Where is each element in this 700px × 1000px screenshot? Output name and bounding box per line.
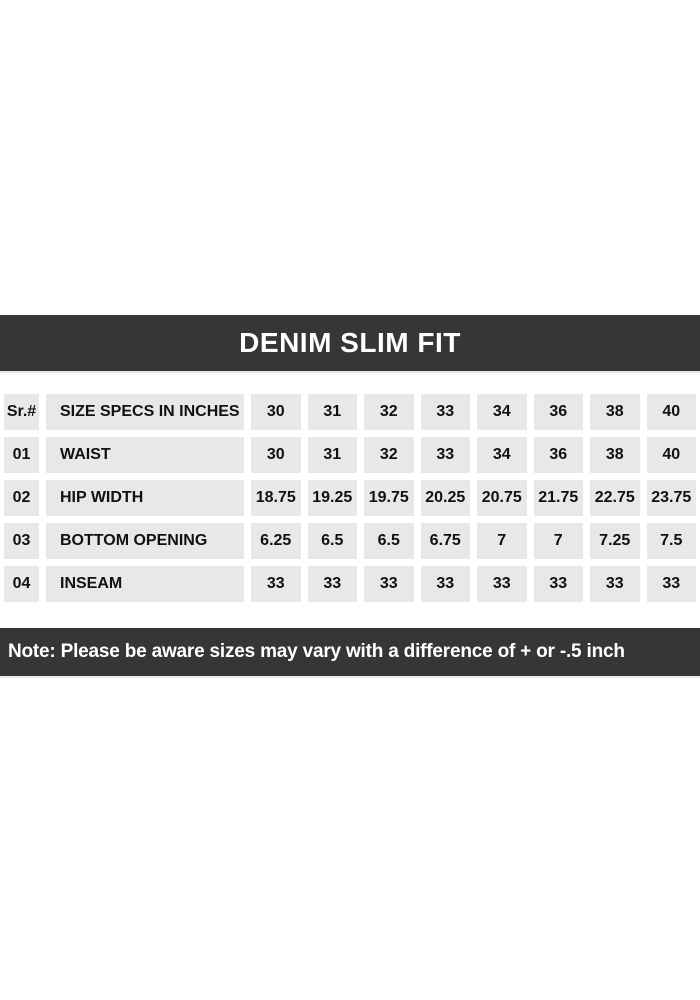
- row-value-cell: 33: [533, 566, 583, 602]
- row-value-cell: 20.25: [420, 480, 470, 516]
- row-value-cell: 33: [420, 437, 470, 473]
- row-value-cell: 19.25: [307, 480, 357, 516]
- row-value-cell: 20.75: [477, 480, 527, 516]
- row-value-cell: 21.75: [533, 480, 583, 516]
- top-whitespace: [0, 0, 700, 315]
- row-value-cell: 7: [477, 523, 527, 559]
- row-value-cell: 33: [251, 566, 301, 602]
- row-value-cell: 18.75: [251, 480, 301, 516]
- row-value-cell: 33: [364, 566, 414, 602]
- row-sr-cell: 03: [4, 523, 39, 559]
- row-value-cell: 33: [307, 566, 357, 602]
- header-size-cell: 40: [646, 394, 696, 430]
- row-value-cell: 40: [646, 437, 696, 473]
- row-value-cell: 34: [477, 437, 527, 473]
- row-value-cell: 7: [533, 523, 583, 559]
- header-label-cell: SIZE SPECS IN INCHES: [46, 394, 244, 430]
- row-value-cell: 33: [590, 566, 640, 602]
- row-label-cell: INSEAM: [46, 566, 244, 602]
- row-value-cell: 6.5: [364, 523, 414, 559]
- page-title: DENIM SLIM FIT: [239, 327, 461, 358]
- row-value-cell: 36: [533, 437, 583, 473]
- row-value-cell: 30: [251, 437, 301, 473]
- row-value-cell: 33: [477, 566, 527, 602]
- header-size-cell: 31: [307, 394, 357, 430]
- row-value-cell: 31: [307, 437, 357, 473]
- header-size-cell: 30: [251, 394, 301, 430]
- header-size-cell: 32: [364, 394, 414, 430]
- row-label-cell: WAIST: [46, 437, 244, 473]
- row-value-cell: 7.25: [590, 523, 640, 559]
- note-bar: Note: Please be aware sizes may vary wit…: [0, 628, 700, 678]
- row-value-cell: 6.75: [420, 523, 470, 559]
- row-sr-cell: 04: [4, 566, 39, 602]
- row-value-cell: 23.75: [646, 480, 696, 516]
- header-size-cell: 33: [420, 394, 470, 430]
- note-text: Note: Please be aware sizes may vary wit…: [8, 641, 625, 662]
- row-value-cell: 7.5: [646, 523, 696, 559]
- row-value-cell: 33: [420, 566, 470, 602]
- row-label-cell: BOTTOM OPENING: [46, 523, 244, 559]
- row-value-cell: 38: [590, 437, 640, 473]
- chart-title-bar: DENIM SLIM FIT: [0, 315, 700, 373]
- row-sr-cell: 02: [4, 480, 39, 516]
- row-value-cell: 33: [646, 566, 696, 602]
- row-value-cell: 6.5: [307, 523, 357, 559]
- row-value-cell: 32: [364, 437, 414, 473]
- row-label-cell: HIP WIDTH: [46, 480, 244, 516]
- row-value-cell: 19.75: [364, 480, 414, 516]
- row-value-cell: 6.25: [251, 523, 301, 559]
- row-sr-cell: 01: [4, 437, 39, 473]
- header-size-cell: 38: [590, 394, 640, 430]
- size-spec-table: Sr.# SIZE SPECS IN INCHES 30 31 32 33 34 36 38 40…: [0, 394, 700, 602]
- row-value-cell: 22.75: [590, 480, 640, 516]
- header-size-cell: 34: [477, 394, 527, 430]
- header-size-cell: 36: [533, 394, 583, 430]
- header-sr-cell: Sr.#: [4, 394, 39, 430]
